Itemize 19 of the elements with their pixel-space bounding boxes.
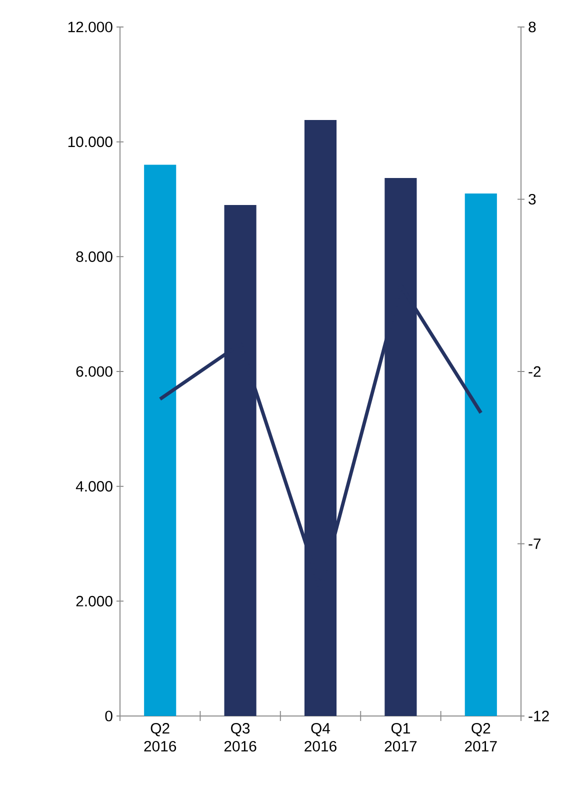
y-tick-label: 8.000 (76, 251, 112, 262)
y2-tick-label: -2 (528, 366, 541, 377)
x-tick-label: Q2 2017 (465, 723, 497, 752)
bar (144, 164, 176, 716)
y-tick-label: 12.000 (68, 22, 112, 32)
y2-tick-label: 8 (528, 22, 536, 32)
y-tick-label: 0 (105, 710, 112, 722)
bar (464, 194, 497, 716)
x-tick-label: Q4 2016 (304, 723, 336, 752)
x-tick-label: Q1 2017 (384, 723, 417, 752)
y-tick-label: 6.000 (76, 366, 112, 377)
y-tick-label: 10.000 (68, 136, 112, 148)
y2-tick-label: -12 (528, 710, 549, 722)
y2-tick-label: -7 (528, 538, 541, 549)
y-tick-label: 2.000 (76, 596, 112, 606)
x-tick-label: Q3 2016 (224, 723, 256, 752)
y-tick-label: 4.000 (76, 481, 112, 492)
y2-tick-label: 3 (528, 194, 536, 205)
x-tick-label: Q2 2016 (144, 723, 176, 752)
